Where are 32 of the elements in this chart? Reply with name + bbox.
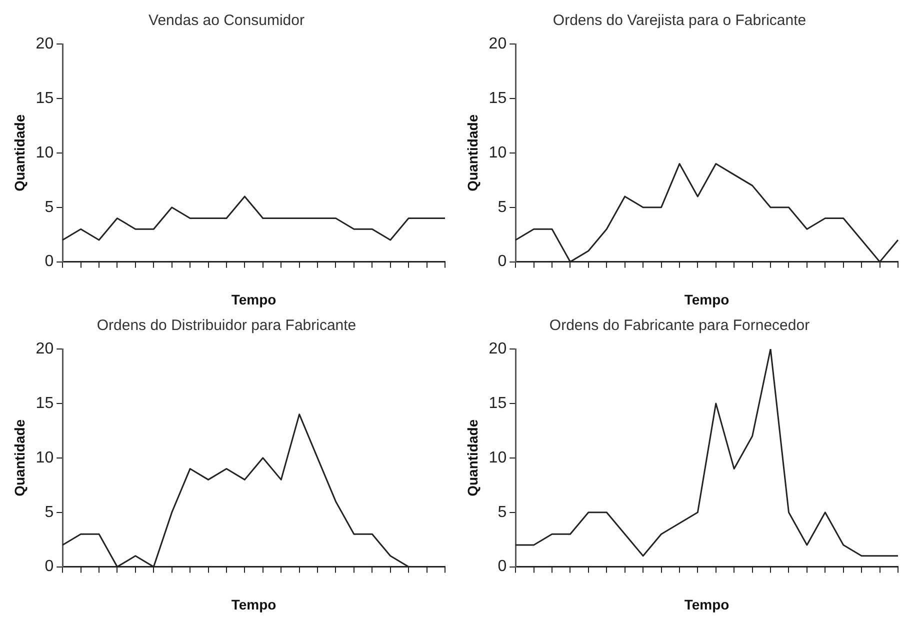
x-axis-title: Tempo xyxy=(231,291,276,308)
y-tick-label: 20 xyxy=(488,340,507,358)
y-tick-label: 20 xyxy=(488,35,507,52)
chart-title: Vendas ao Consumidor xyxy=(148,12,304,30)
y-tick-label: 10 xyxy=(36,449,54,466)
y-tick-label: 0 xyxy=(498,558,507,576)
y-tick-label: 0 xyxy=(44,558,54,576)
x-axis-title: Tempo xyxy=(684,291,730,308)
x-axis-title: Tempo xyxy=(231,596,276,612)
y-tick-label: 5 xyxy=(44,504,54,521)
y-tick-label: 20 xyxy=(36,35,54,52)
chart-title: Ordens do Fabricante para Fornecedor xyxy=(549,317,810,334)
x-axis-title: Tempo xyxy=(684,596,730,612)
y-tick-label: 20 xyxy=(36,340,54,358)
y-tick-label: 0 xyxy=(44,253,54,270)
y-tick-label: 10 xyxy=(36,144,54,162)
y-axis-title: Quantidade xyxy=(11,114,28,192)
chart-title: Ordens do Varejista para o Fabricante xyxy=(552,12,806,30)
y-tick-label: 5 xyxy=(498,504,507,521)
y-axis-title: Quantidade xyxy=(464,419,480,496)
y-tick-label: 15 xyxy=(488,90,507,107)
chart-title: Ordens do Distribuidor para Fabricante xyxy=(96,317,356,334)
y-tick-label: 15 xyxy=(36,394,54,412)
y-tick-label: 10 xyxy=(488,144,507,162)
y-axis-title: Quantidade xyxy=(11,419,28,496)
y-tick-label: 15 xyxy=(488,394,507,412)
y-axis-title: Quantidade xyxy=(464,114,480,192)
y-tick-label: 0 xyxy=(498,253,507,270)
y-tick-label: 10 xyxy=(488,449,507,466)
y-tick-label: 15 xyxy=(36,90,54,107)
y-tick-label: 5 xyxy=(44,198,54,216)
y-tick-label: 5 xyxy=(498,198,507,216)
